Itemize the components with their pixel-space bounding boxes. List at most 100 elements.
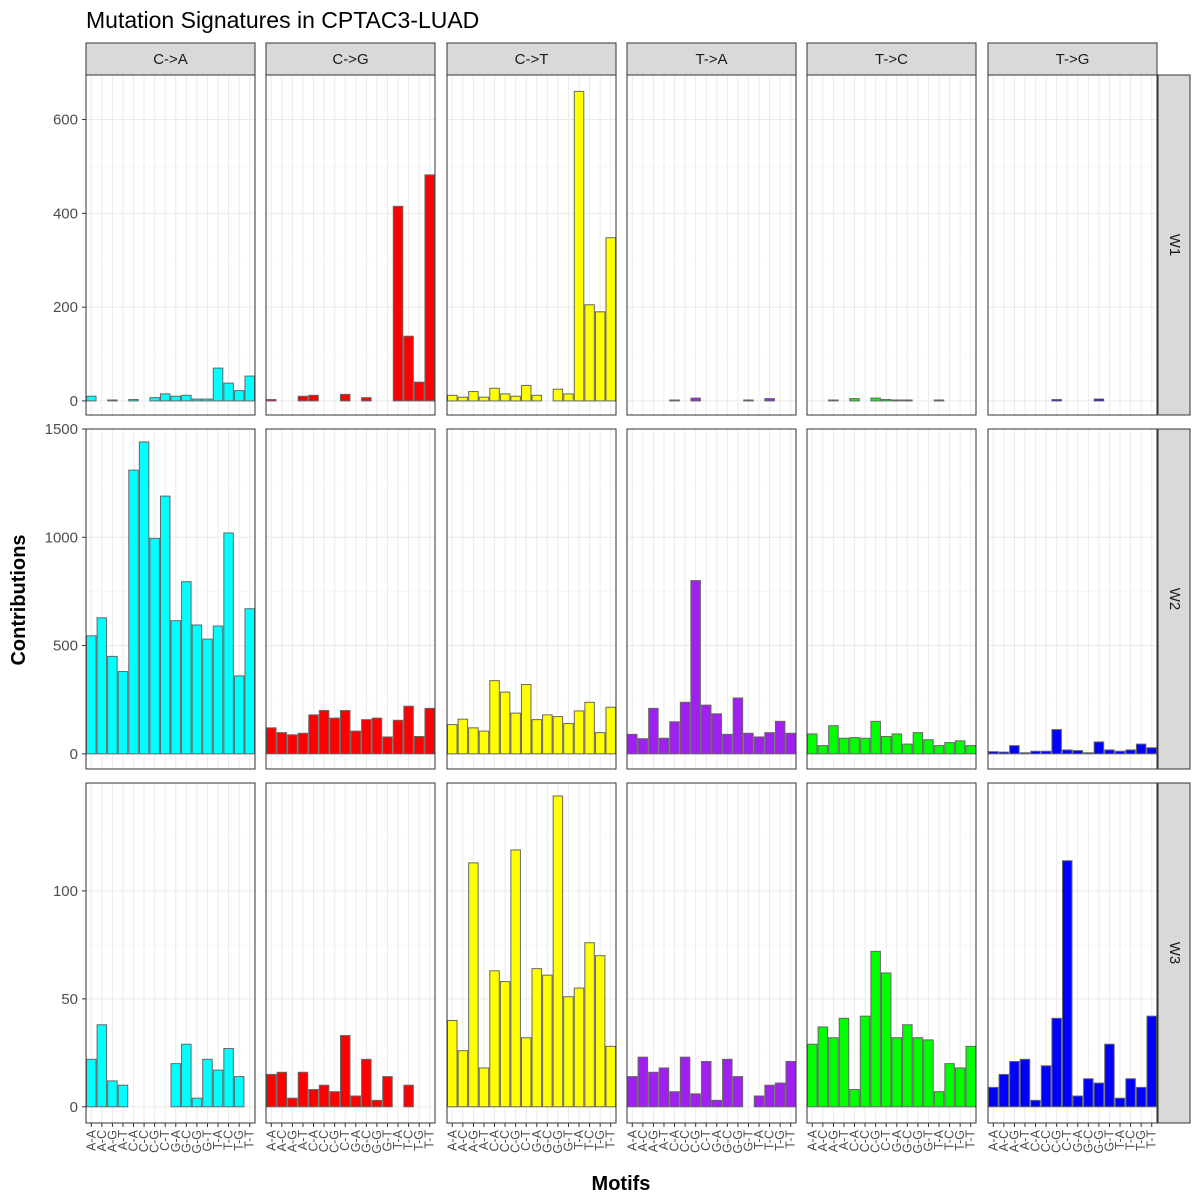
- bar-w1-ctot-a-t: [478, 396, 490, 402]
- bar-w3-ttog-c-c: [1040, 1065, 1052, 1108]
- bar-w3-ttoc-a-t: [838, 1017, 850, 1108]
- x-tick-label: T-C: [763, 1130, 777, 1150]
- x-tick-label: T-T: [604, 1130, 618, 1149]
- bar-w3-ttoa-t-c: [764, 1084, 775, 1108]
- panel-border: [806, 782, 977, 1124]
- bar-w3-ttoa-c-c: [679, 1056, 691, 1108]
- x-tick-label: A-T: [837, 1130, 851, 1151]
- x-tick-label: G-G: [731, 1130, 745, 1154]
- bar-w2-ctog-c-t: [339, 710, 351, 755]
- bar-w2-ctot-t-g: [594, 732, 606, 755]
- x-tick-label: G-C: [179, 1130, 193, 1153]
- panel-background: [86, 75, 255, 415]
- bar-w3-ctoa-t-c: [223, 1048, 234, 1108]
- bar-w3-ttoa-a-t: [658, 1067, 670, 1108]
- x-tick-label: C-G: [509, 1130, 523, 1153]
- x-tick-label: A-A: [625, 1129, 639, 1151]
- x-tick-label: C-A: [307, 1129, 321, 1151]
- bar-w3-ttog-t-g: [1135, 1086, 1147, 1108]
- bar-w3-ttoc-t-g: [954, 1067, 966, 1108]
- bar-w1-ctoa-a-a: [86, 395, 97, 402]
- panel-border: [265, 782, 436, 1124]
- panel-background: [988, 429, 1157, 769]
- bar-w2-ctoa-c-g: [149, 537, 160, 755]
- bar-w2-ctoa-t-c: [223, 532, 234, 755]
- x-tick-label: C-T: [338, 1130, 352, 1151]
- x-tick-label: A-G: [285, 1130, 299, 1152]
- bar-w2-ttog-a-g: [1009, 745, 1020, 755]
- strip-bg-w3: [1157, 782, 1191, 1124]
- bar-w2-ctot-g-a: [531, 719, 543, 755]
- bar-w2-ttoa-t-g: [774, 720, 786, 755]
- bar-w1-ctoa-c-g: [149, 397, 160, 402]
- panel-border: [85, 428, 256, 770]
- bar-w2-ctot-t-c: [584, 701, 595, 755]
- bar-w1-ctot-t-g: [594, 311, 606, 402]
- bar-w1-ctog-g-c: [361, 397, 372, 402]
- bar-w3-ttog-g-a: [1072, 1095, 1084, 1108]
- bar-w2-ctog-a-g: [287, 734, 298, 755]
- bar-w3-ttoc-c-c: [859, 1015, 871, 1108]
- bar-w1-ctot-g-g: [552, 388, 564, 402]
- x-tick-label: G-C: [540, 1130, 554, 1153]
- bar-w2-ttoa-g-a: [711, 713, 723, 755]
- x-tick-label: G-C: [1081, 1130, 1095, 1153]
- column-strip-ctoa: C->A: [153, 51, 188, 68]
- bar-w2-ttoc-c-c: [859, 737, 871, 755]
- panel-border: [626, 428, 797, 770]
- bar-w2-ctoa-a-c: [96, 617, 108, 755]
- bar-w2-ctot-c-a: [489, 680, 500, 755]
- bar-w2-ctot-c-t: [520, 684, 532, 755]
- row-strips: W1 W2 W3: [1157, 74, 1191, 1124]
- x-tick-label: G-A: [1071, 1129, 1085, 1152]
- bar-w2-ctoa-t-a: [212, 625, 224, 755]
- bar-w2-ctot-c-g: [510, 712, 521, 755]
- bar-w1-ttoa-c-g: [690, 397, 701, 402]
- bar-w3-ctog-a-a: [266, 1073, 277, 1108]
- y-tick-label: 50: [61, 991, 78, 1008]
- panel-w1-ctog: [265, 74, 436, 416]
- panel-w2-ttoa: [626, 428, 797, 770]
- x-tick-label: A-G: [105, 1130, 119, 1152]
- bar-w3-ttog-a-a: [988, 1086, 999, 1108]
- panel-border: [626, 74, 797, 416]
- bar-w2-ctot-a-c: [457, 718, 469, 755]
- x-tick-label: C-C: [137, 1130, 151, 1152]
- bar-w1-ctoa-t-t: [244, 375, 255, 402]
- bar-w1-ctoa-g-t: [202, 398, 213, 402]
- bar-w3-ttoc-g-a: [891, 1037, 903, 1108]
- bar-w1-ctoa-g-a: [170, 395, 182, 402]
- panel-background: [988, 75, 1157, 415]
- bar-w2-ctot-a-t: [478, 730, 490, 755]
- x-tick-label: G-A: [349, 1129, 363, 1152]
- x-tick-label: T-G: [232, 1130, 246, 1151]
- bar-w3-ctog-g-a: [350, 1095, 362, 1108]
- bar-w2-ctog-c-g: [329, 717, 340, 755]
- column-strip-ctot: C->T: [515, 51, 549, 68]
- bar-w3-ttog-g-g: [1093, 1082, 1105, 1108]
- y-tick-label: 400: [53, 205, 78, 222]
- x-tick-label: A-G: [1007, 1130, 1021, 1152]
- x-tick-label: C-C: [1039, 1130, 1053, 1152]
- bar-w2-ctoa-a-a: [86, 635, 97, 755]
- bar-w3-ttoa-c-t: [700, 1060, 712, 1108]
- bar-w1-ctot-g-a: [531, 394, 543, 402]
- bar-w2-ctoa-g-t: [202, 638, 213, 755]
- bar-w2-ctog-t-a: [392, 719, 404, 755]
- bar-w2-ttoa-a-g: [648, 707, 659, 755]
- bar-w2-ttoa-t-t: [785, 732, 796, 755]
- bar-w2-ttoc-g-a: [891, 733, 903, 755]
- bar-w3-ctog-g-t: [382, 1076, 393, 1108]
- bar-w1-ctog-t-c: [403, 335, 414, 402]
- x-tick-label: C-T: [158, 1130, 172, 1151]
- bar-w1-ctoa-a-g: [107, 399, 118, 402]
- bar-w3-ttoa-g-a: [711, 1099, 723, 1108]
- x-tick-label: C-A: [127, 1129, 141, 1151]
- bar-w1-ctoa-t-a: [212, 367, 224, 402]
- x-tick-label: T-C: [943, 1130, 957, 1150]
- row-strip-w1: W1: [1166, 234, 1183, 257]
- bar-w2-ttoa-c-a: [669, 721, 680, 755]
- bar-w3-ctoa-g-a: [170, 1063, 182, 1108]
- bar-w3-ttoc-g-c: [902, 1024, 913, 1108]
- y-tick-label: 1000: [45, 529, 78, 546]
